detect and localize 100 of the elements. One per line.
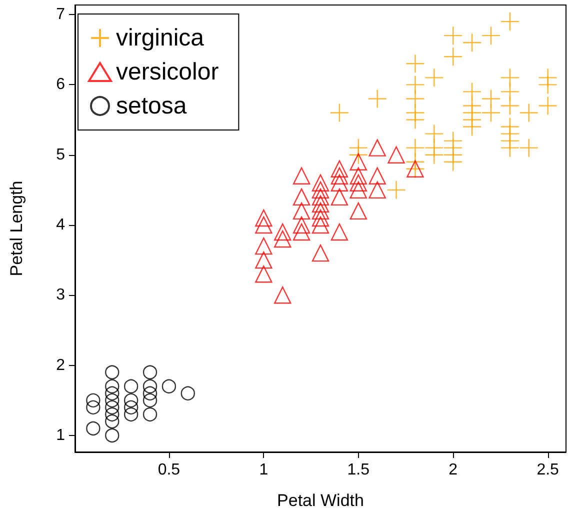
point <box>105 393 120 408</box>
x-tick-label: 1.5 <box>347 462 370 478</box>
point <box>368 167 386 184</box>
point <box>255 266 272 283</box>
point <box>481 26 501 46</box>
point <box>312 244 330 262</box>
y-tick-label: 5 <box>56 146 66 164</box>
point <box>406 138 425 158</box>
point <box>368 89 387 108</box>
point <box>444 131 463 150</box>
point <box>312 174 330 192</box>
point <box>386 180 406 200</box>
point <box>330 167 348 184</box>
point <box>255 237 272 255</box>
point <box>142 379 158 394</box>
point <box>350 202 367 220</box>
point <box>124 407 138 422</box>
x-tick-label: 0.5 <box>158 462 180 478</box>
point <box>105 379 120 394</box>
y-tick-label: 6 <box>56 76 66 94</box>
point <box>105 428 120 443</box>
point <box>406 54 425 74</box>
point <box>330 188 348 206</box>
point <box>388 146 405 164</box>
point <box>105 386 120 400</box>
point <box>274 286 292 304</box>
point <box>142 393 158 408</box>
point <box>312 202 330 220</box>
legend-label: virginica <box>116 24 205 52</box>
point <box>424 124 444 144</box>
point <box>274 223 292 241</box>
point <box>312 216 330 234</box>
point <box>86 393 100 408</box>
x-tick-label: 2 <box>448 462 458 478</box>
point <box>124 379 138 394</box>
point <box>481 103 501 122</box>
point <box>292 167 310 184</box>
point <box>312 181 330 199</box>
point <box>406 110 425 130</box>
point <box>105 365 120 380</box>
point <box>424 68 444 88</box>
point <box>292 202 310 220</box>
point <box>500 12 520 32</box>
point <box>350 174 367 192</box>
point <box>292 223 310 241</box>
point <box>330 174 348 192</box>
point <box>368 181 386 199</box>
point <box>424 145 444 164</box>
point <box>350 167 367 184</box>
point <box>142 407 158 422</box>
point <box>350 153 367 170</box>
point <box>330 223 348 241</box>
x-tick-label: 2.5 <box>536 462 560 478</box>
point <box>519 138 538 158</box>
y-tick-label: 2 <box>56 356 66 374</box>
point <box>444 152 463 172</box>
y-tick-label: 7 <box>56 6 66 24</box>
point <box>462 117 482 136</box>
point <box>292 216 310 234</box>
point <box>255 216 272 234</box>
point <box>368 139 386 156</box>
point <box>162 379 176 394</box>
point <box>538 68 558 88</box>
point <box>462 33 482 52</box>
point <box>142 365 158 380</box>
point <box>330 160 348 178</box>
y-tick-label: 3 <box>56 286 66 304</box>
point <box>124 393 138 408</box>
y-tick-label: 4 <box>56 216 66 234</box>
point <box>105 407 120 422</box>
point <box>500 82 520 102</box>
point <box>142 386 158 400</box>
legend-label: setosa <box>116 92 188 120</box>
point <box>348 138 368 158</box>
point <box>105 414 120 429</box>
y-axis-title: Petal Length <box>7 180 26 276</box>
point <box>500 117 520 136</box>
point <box>86 400 100 414</box>
point <box>255 251 272 269</box>
point <box>312 188 330 206</box>
y-tick-label: 1 <box>56 426 66 444</box>
x-axis-title: Petal Width <box>277 491 364 510</box>
x-tick-label: 1 <box>259 462 268 478</box>
point <box>255 209 272 227</box>
point <box>538 96 558 116</box>
point <box>312 209 330 227</box>
point <box>444 47 463 66</box>
point <box>350 181 367 199</box>
point <box>312 195 330 213</box>
point <box>444 26 463 46</box>
point <box>519 103 538 122</box>
point <box>180 386 195 400</box>
legend-label: versicolor <box>116 58 219 86</box>
point <box>86 421 100 436</box>
point <box>330 103 350 122</box>
point <box>274 230 292 248</box>
point <box>105 400 120 414</box>
point <box>124 400 138 414</box>
point <box>406 75 425 94</box>
point <box>292 188 310 206</box>
